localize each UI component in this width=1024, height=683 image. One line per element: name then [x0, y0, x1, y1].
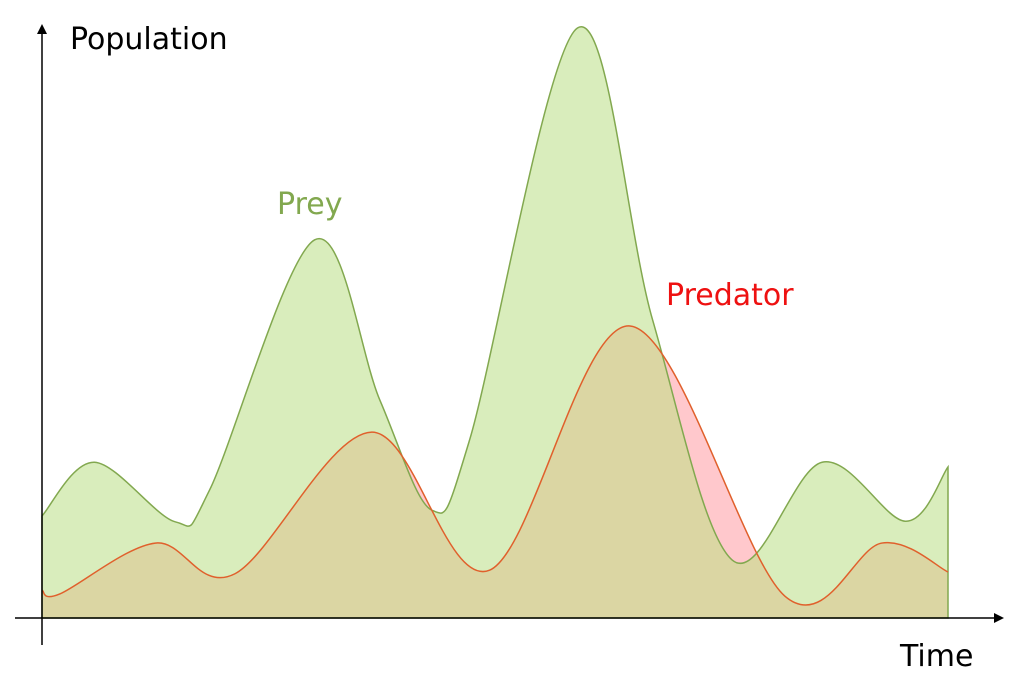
prey-line	[41, 26, 949, 619]
series-label: Predator	[666, 278, 794, 313]
predator-line	[41, 325, 949, 606]
plot-area	[41, 26, 949, 619]
y-axis-label: Population	[70, 22, 228, 57]
prey-area	[42, 26, 948, 618]
x-axis-label: Time	[899, 639, 973, 674]
series-label: Prey	[277, 187, 342, 222]
